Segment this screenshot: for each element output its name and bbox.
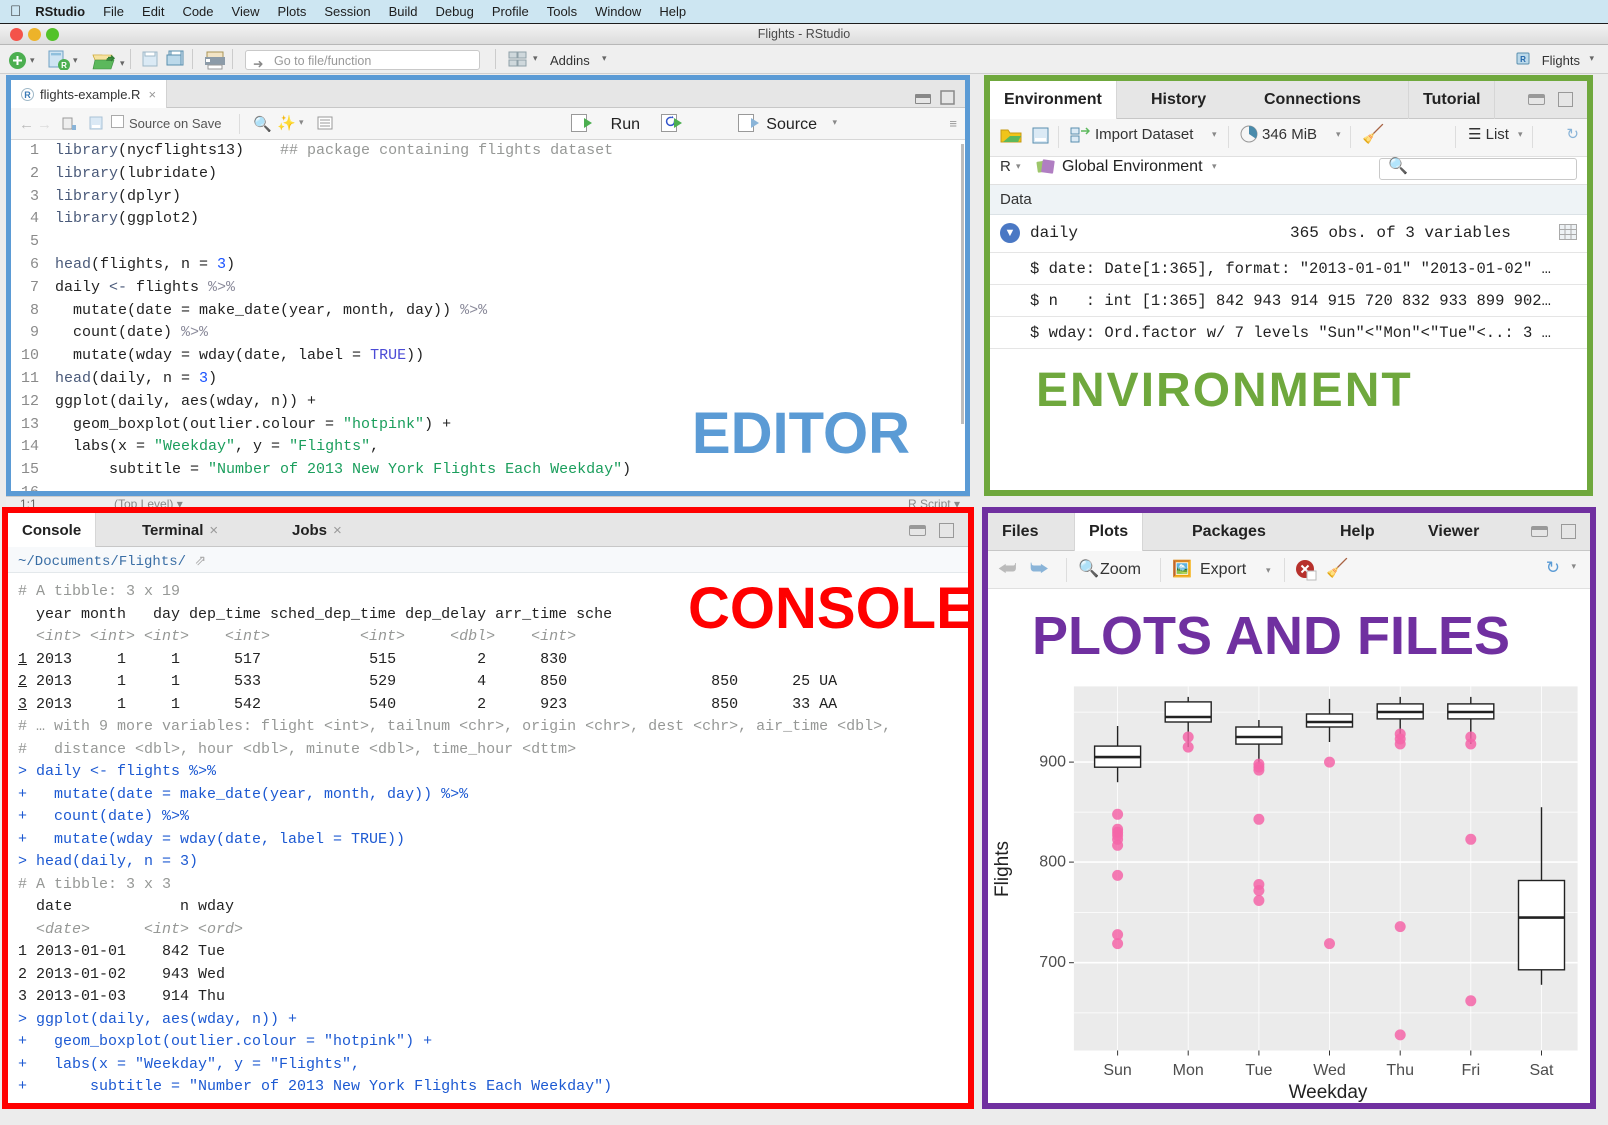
svg-text:Mon: Mon <box>1173 1062 1204 1079</box>
svg-text:Sat: Sat <box>1529 1062 1554 1079</box>
svg-text:Wed: Wed <box>1313 1062 1346 1079</box>
svg-text:800: 800 <box>1039 854 1066 871</box>
svg-text:Tue: Tue <box>1245 1062 1272 1079</box>
svg-text:Flights: Flights <box>992 841 1013 897</box>
svg-text:Sun: Sun <box>1103 1062 1131 1079</box>
svg-text:700: 700 <box>1039 954 1066 971</box>
svg-text:Fri: Fri <box>1461 1062 1480 1079</box>
svg-text:R: R <box>61 61 67 70</box>
svg-text:R: R <box>1520 55 1526 64</box>
svg-text:Weekday: Weekday <box>1289 1082 1368 1103</box>
svg-text:Thu: Thu <box>1386 1062 1414 1079</box>
svg-text:900: 900 <box>1039 754 1066 771</box>
